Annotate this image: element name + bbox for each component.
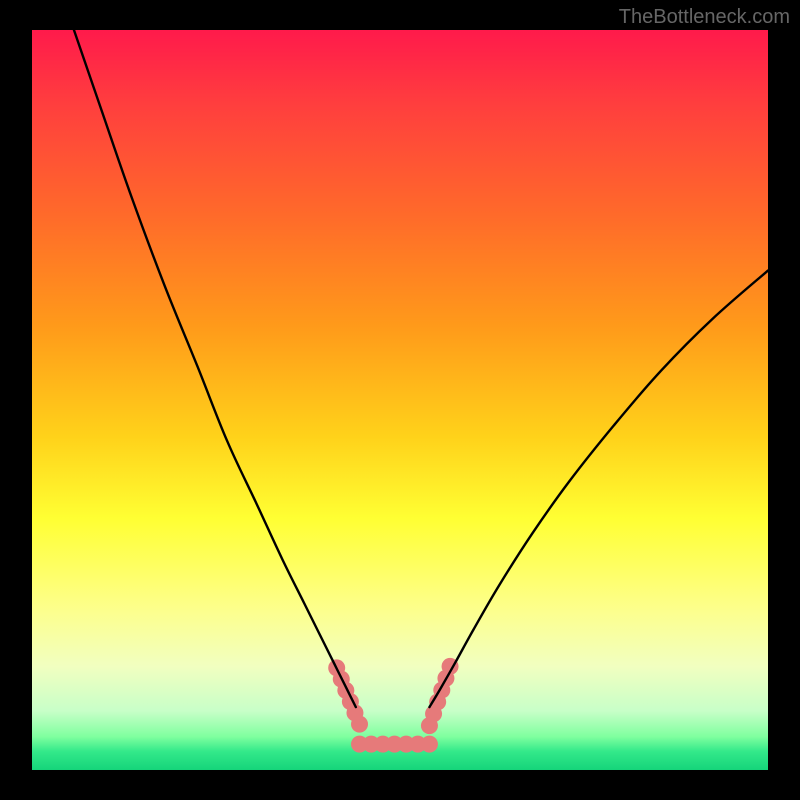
marker-dot	[421, 736, 438, 753]
chart-svg	[32, 30, 768, 770]
marker-dot	[351, 716, 368, 733]
watermark-text: TheBottleneck.com	[619, 6, 790, 29]
curve-left	[74, 30, 356, 707]
curve-right	[429, 271, 768, 708]
marker-track	[328, 658, 458, 753]
plot-area	[32, 30, 768, 770]
chart-canvas: TheBottleneck.com	[0, 0, 800, 800]
